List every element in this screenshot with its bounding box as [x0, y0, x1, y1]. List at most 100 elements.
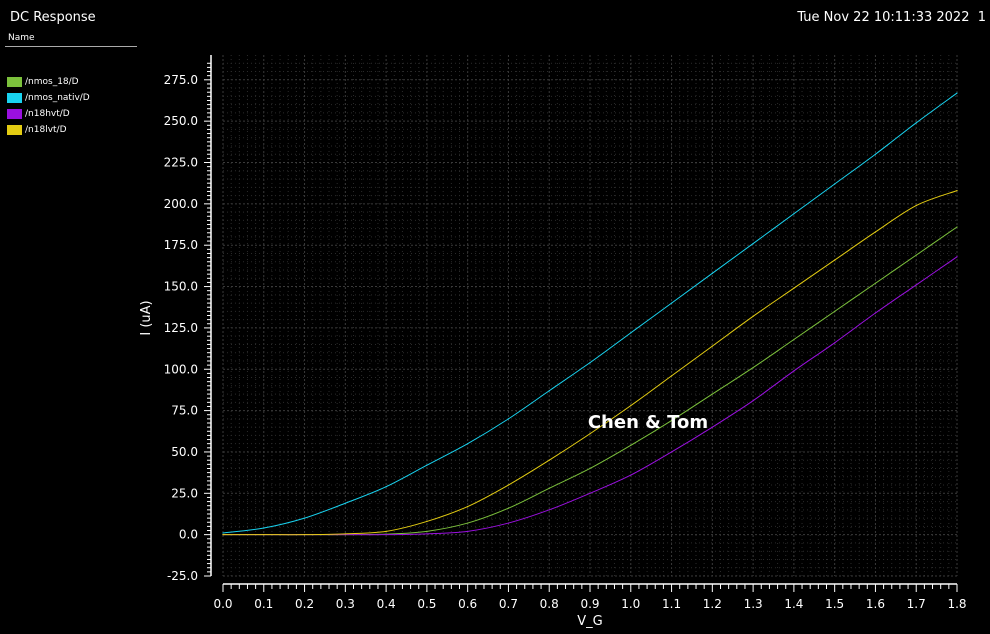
x-tick-label: 0.6: [458, 597, 477, 611]
data-point: [385, 530, 387, 532]
data-point: [589, 433, 591, 435]
data-point: [507, 418, 510, 420]
data-point: [222, 534, 224, 536]
legend-header-divider: [5, 46, 137, 47]
data-point: [344, 502, 346, 504]
data-point: [630, 444, 632, 446]
data-point: [752, 242, 754, 245]
data-point: [834, 183, 836, 185]
data-point: [385, 534, 387, 536]
x-tick-label: 1.4: [784, 597, 803, 611]
data-point: [956, 190, 958, 192]
data-point: [467, 505, 469, 508]
x-tick-label: 0.0: [213, 597, 232, 611]
data-point: [467, 530, 469, 532]
data-point: [915, 204, 917, 207]
data-point: [589, 467, 591, 470]
legend-label: /nmos_nativ/D: [25, 93, 90, 103]
legend-name-header[interactable]: Name: [8, 33, 35, 43]
x-tick-label: 0.7: [499, 597, 518, 611]
data-point: [548, 487, 550, 489]
y-tick-label: 175.0: [164, 238, 198, 252]
data-point: [874, 312, 877, 314]
y-axis-label: I (uA): [139, 300, 154, 335]
x-tick-label: 1.7: [907, 597, 926, 611]
series-layer: [222, 92, 958, 536]
data-point: [752, 315, 754, 317]
data-point: [834, 310, 836, 312]
data-point: [467, 522, 469, 524]
y-tick-label: 25.0: [171, 486, 198, 500]
axes: -25.0 0.0 25.0 50.0 75.0 100.0 125.0 150.0 175.0…: [164, 55, 967, 611]
y-tick-label: 275.0: [164, 73, 198, 87]
x-tick-label: 0.5: [417, 597, 436, 611]
x-tick-label: 1.6: [866, 597, 885, 611]
y-tick-label: 0.0: [179, 528, 198, 542]
data-point: [874, 153, 877, 155]
y-tick-label: -25.0: [167, 569, 198, 583]
data-point: [385, 486, 387, 488]
data-point: [874, 231, 877, 233]
x-tick-label: 1.8: [947, 597, 966, 611]
data-point: [915, 254, 917, 256]
data-point: [507, 484, 510, 486]
x-tick-label: 1.0: [621, 597, 640, 611]
data-point: [752, 400, 754, 402]
legend-swatch: [7, 77, 22, 87]
x-tick-label: 1.1: [662, 597, 681, 611]
legend-item-nmos-nativ[interactable]: /nmos_nativ/D: [7, 90, 90, 106]
data-point: [426, 520, 428, 523]
x-tick-label: 0.1: [254, 597, 273, 611]
data-point: [344, 534, 346, 536]
data-point: [915, 122, 917, 124]
data-point: [426, 464, 428, 466]
data-point: [263, 534, 265, 536]
legend-item-n18hvt[interactable]: /n18hvt/D: [7, 106, 90, 122]
y-tick-label: 100.0: [164, 362, 198, 376]
y-tick-label: 200.0: [164, 197, 198, 211]
data-point: [711, 426, 713, 428]
data-point: [548, 459, 550, 461]
data-point: [630, 405, 632, 407]
legend-item-n18lvt[interactable]: /n18lvt/D: [7, 122, 90, 138]
legend: /nmos_18/D /nmos_nativ/D /n18hvt/D /n18l…: [7, 74, 90, 138]
data-point: [589, 362, 591, 364]
data-point: [548, 390, 550, 392]
data-point: [507, 507, 510, 509]
data-point: [915, 284, 917, 286]
data-point: [834, 259, 836, 261]
data-point: [548, 509, 550, 511]
grid: [222, 55, 958, 577]
x-tick-label: 0.4: [377, 597, 396, 611]
data-point: [670, 375, 673, 377]
x-tick-label: 1.3: [744, 597, 763, 611]
legend-swatch: [7, 109, 22, 119]
data-point: [426, 530, 428, 532]
x-tick-label: 0.3: [336, 597, 355, 611]
window-title: DC Response: [10, 10, 96, 25]
x-tick-label: 0.2: [295, 597, 314, 611]
data-point: [222, 532, 224, 534]
y-tick-label: 225.0: [164, 156, 198, 170]
x-tick-label: 1.2: [703, 597, 722, 611]
data-point: [793, 370, 795, 372]
legend-label: /n18lvt/D: [25, 125, 67, 135]
legend-swatch: [7, 93, 22, 103]
datetime-label: Tue Nov 22 10:11:33 2022 1: [797, 10, 986, 25]
legend-item-nmos-18[interactable]: /nmos_18/D: [7, 74, 90, 90]
data-point: [711, 345, 713, 347]
chart-annotation: Chen & Tom: [588, 412, 708, 433]
legend-label: /nmos_18/D: [25, 77, 79, 87]
x-tick-label: 1.5: [825, 597, 844, 611]
legend-swatch: [7, 125, 22, 135]
data-point: [793, 287, 795, 289]
data-point: [711, 272, 713, 274]
data-point: [956, 256, 958, 258]
data-point: [670, 419, 673, 422]
y-tick-label: 250.0: [164, 114, 198, 128]
data-point: [467, 443, 469, 445]
data-point: [670, 451, 673, 453]
x-tick-label: 0.8: [540, 597, 559, 611]
data-point: [956, 226, 958, 228]
